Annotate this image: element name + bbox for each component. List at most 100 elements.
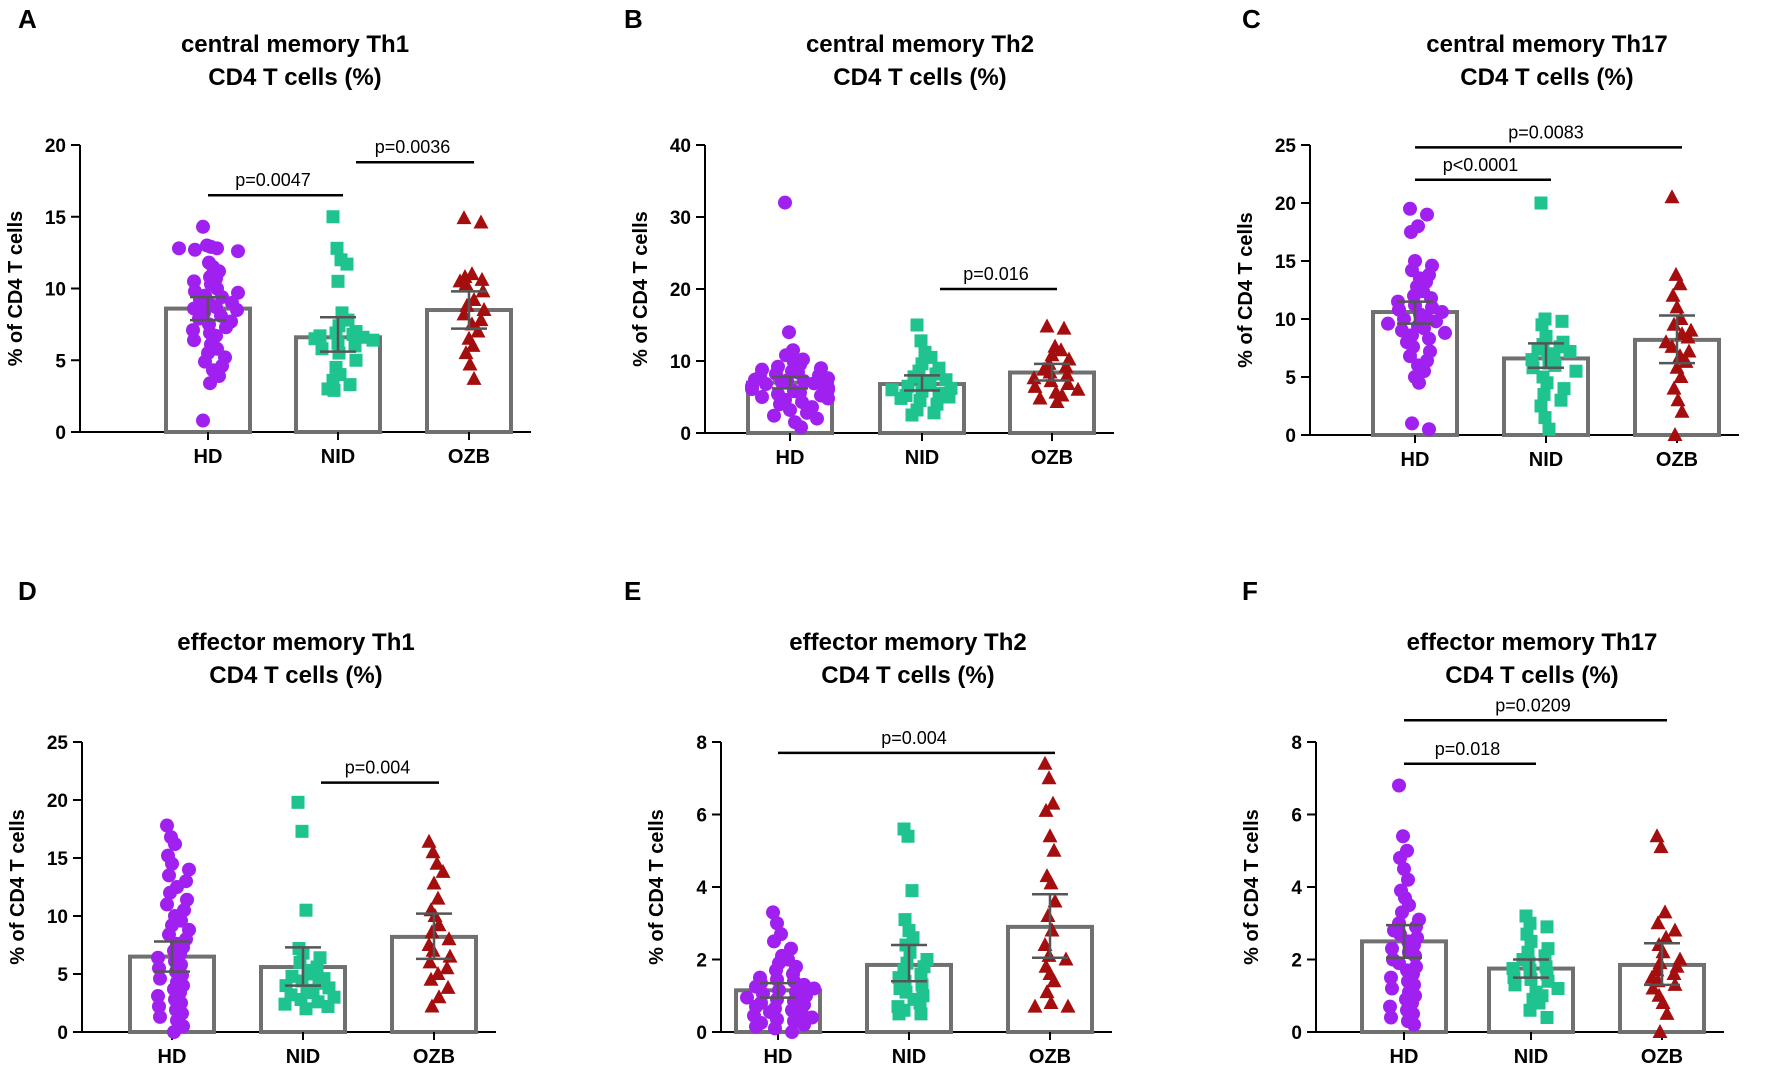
y-tick-label: 10: [47, 907, 68, 928]
data-point-hd: [187, 333, 201, 348]
data-point-ozb: [440, 979, 456, 994]
data-point-nid: [892, 1007, 906, 1021]
data-point-ozb: [1666, 966, 1682, 980]
y-tick-label: 8: [696, 733, 707, 754]
p-value-label: p=0.004: [881, 728, 947, 748]
x-tick-label-hd: HD: [158, 1046, 187, 1068]
p-value-label: p=0.0047: [235, 170, 311, 190]
x-tick-label-ozb: OZB: [1031, 447, 1073, 469]
data-point-ozb: [1664, 189, 1680, 204]
data-point-ozb: [1056, 320, 1072, 335]
data-point-hd: [1385, 941, 1399, 956]
y-tick-label: 25: [1275, 136, 1297, 157]
data-point-nid: [1534, 196, 1548, 210]
data-point-ozb: [1027, 998, 1043, 1013]
data-point-ozb: [1044, 922, 1060, 937]
data-point-ozb: [442, 948, 458, 963]
data-point-nid: [905, 884, 919, 898]
data-point-hd: [767, 934, 781, 949]
data-point-hd: [785, 1025, 799, 1039]
y-tick-label: 20: [670, 280, 691, 301]
data-point-nid: [1537, 387, 1551, 401]
y-tick-label: 6: [696, 806, 707, 827]
data-point-nid: [299, 1002, 313, 1016]
panel-letter: E: [624, 576, 641, 606]
data-point-ozb: [1039, 318, 1055, 333]
data-point-nid: [295, 824, 309, 838]
panel-letter: B: [624, 4, 643, 34]
data-point-nid: [894, 391, 908, 405]
data-point-nid: [914, 1007, 928, 1021]
data-point-ozb: [1046, 842, 1062, 857]
y-axis-label: % of CD4 T cells: [646, 809, 668, 965]
data-point-hd: [1395, 905, 1409, 920]
data-point-hd: [167, 1025, 181, 1039]
data-point-ozb: [424, 924, 440, 939]
data-point-hd: [153, 1009, 167, 1024]
data-point-ozb: [421, 833, 437, 848]
data-point-ozb: [1673, 369, 1689, 383]
data-point-hd: [749, 1019, 763, 1034]
data-point-nid: [1563, 344, 1577, 358]
data-point-hd: [196, 219, 210, 234]
p-value-label: p=0.004: [345, 758, 411, 778]
data-point-ozb: [1027, 378, 1043, 393]
y-axis-label: % of CD4 T cells: [7, 809, 29, 965]
data-point-ozb: [1667, 427, 1683, 441]
data-point-hd: [1392, 778, 1406, 793]
x-tick-label-hd: HD: [764, 1046, 793, 1068]
chart-title-line: CD4 T cells (%): [821, 662, 994, 689]
data-point-ozb: [1053, 342, 1069, 357]
data-point-nid: [330, 241, 344, 255]
data-point-ozb: [1060, 376, 1076, 391]
data-point-hd: [187, 274, 201, 289]
data-point-ozb: [425, 844, 441, 859]
data-point-nid: [898, 913, 912, 927]
p-value-label: p<0.0001: [1443, 155, 1519, 175]
y-tick-label: 8: [1291, 733, 1302, 754]
data-point-ozb: [473, 214, 489, 229]
data-point-ozb: [1674, 403, 1690, 418]
data-point-hd: [794, 420, 808, 435]
data-point-hd: [203, 376, 217, 391]
y-tick-label: 15: [47, 849, 69, 870]
data-point-ozb: [431, 989, 447, 1004]
chart-title-line: effector memory Th2: [789, 629, 1026, 656]
chart-title-line: CD4 T cells (%): [1445, 662, 1618, 689]
data-point-ozb: [476, 302, 492, 317]
data-point-nid: [1523, 1003, 1537, 1017]
data-point-hd: [1409, 919, 1423, 934]
y-tick-label: 10: [1275, 310, 1296, 331]
data-point-ozb: [1653, 839, 1669, 854]
data-point-hd: [1401, 872, 1415, 887]
data-point-ozb: [465, 337, 481, 352]
data-point-ozb: [1038, 802, 1054, 817]
data-point-nid: [901, 829, 915, 843]
data-point-hd: [1404, 225, 1418, 239]
y-tick-label: 30: [670, 208, 691, 229]
y-tick-label: 0: [1285, 426, 1296, 447]
data-point-nid: [1554, 393, 1568, 407]
data-point-hd: [172, 241, 186, 256]
data-point-hd: [1420, 207, 1434, 222]
panel-letter: C: [1242, 4, 1261, 34]
data-point-hd: [186, 323, 200, 338]
p-value-label: p=0.016: [963, 264, 1029, 284]
data-point-ozb: [1657, 904, 1673, 919]
data-point-ozb: [1032, 390, 1048, 405]
y-axis-label: % of CD4 T cells: [1241, 809, 1263, 965]
data-point-ozb: [1049, 394, 1065, 409]
data-point-hd: [219, 320, 233, 335]
y-tick-label: 0: [57, 1023, 68, 1044]
data-point-ozb: [458, 345, 474, 360]
data-point-hd: [230, 303, 244, 318]
chart-title-line: central memory Th2: [806, 31, 1034, 58]
p-value-label: p=0.0036: [375, 137, 451, 157]
data-point-nid: [905, 408, 919, 422]
data-point-ozb: [422, 954, 438, 969]
data-point-hd: [1384, 970, 1398, 985]
data-point-ozb: [462, 356, 478, 371]
data-point-hd: [778, 195, 792, 210]
